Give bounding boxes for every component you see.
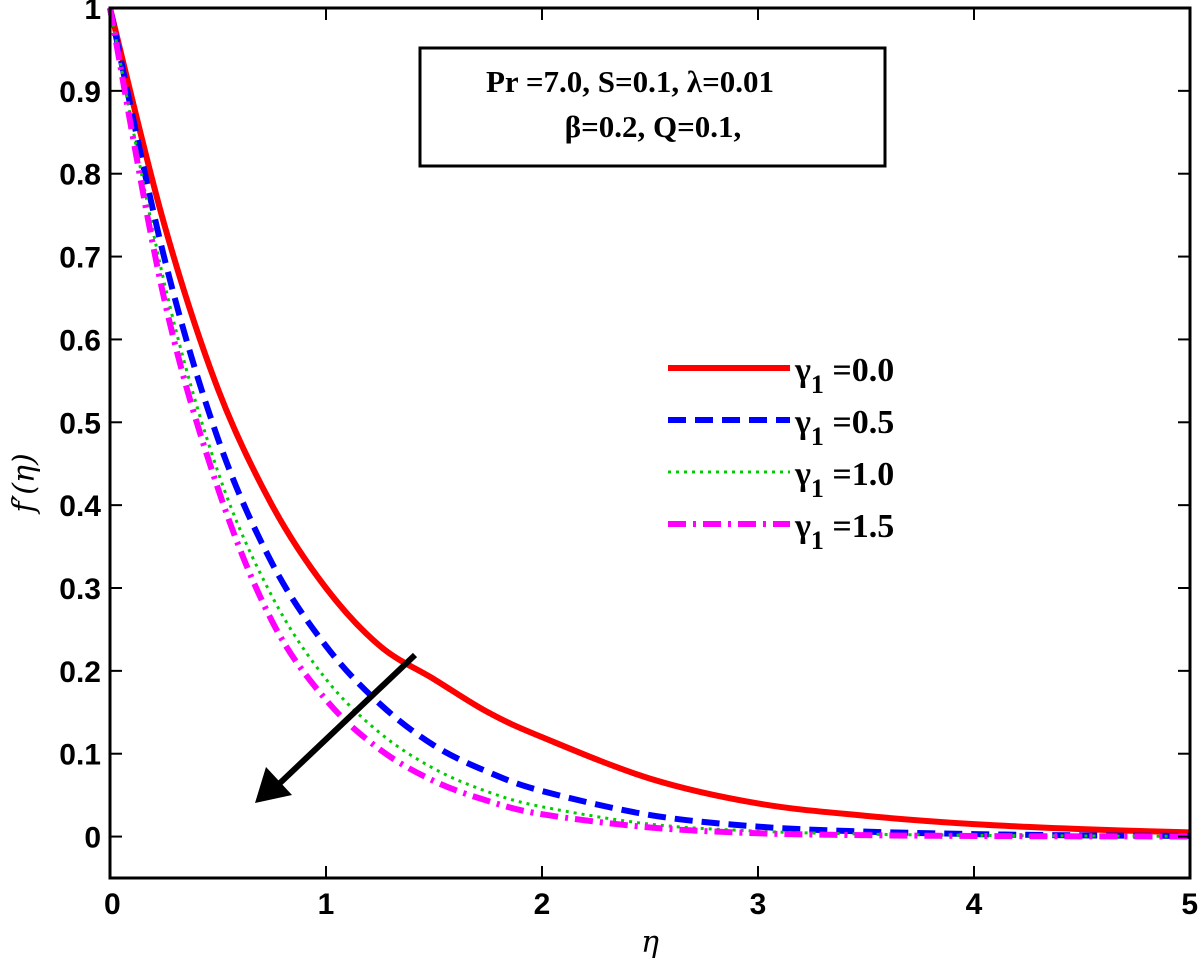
y-tick-label: 0.5 xyxy=(59,407,101,440)
legend-label: γ1 =0.5 xyxy=(794,404,894,451)
annotation-line-2: β=0.2, Q=0.1, xyxy=(565,109,742,144)
x-axis-label: η xyxy=(641,925,659,959)
x-tick-label: 0 xyxy=(104,888,121,921)
series-line xyxy=(107,7,1191,840)
legend-label: γ1 =1.5 xyxy=(794,508,894,555)
x-tick-label: 1 xyxy=(318,888,335,921)
y-tick-label: 0.8 xyxy=(59,159,101,192)
series-line xyxy=(107,7,1191,839)
x-tick-label: 5 xyxy=(1181,888,1198,921)
x-tick-label: 4 xyxy=(966,888,983,921)
y-tick-label: 0.3 xyxy=(59,573,101,606)
y-tick-label: 0.2 xyxy=(59,656,101,689)
x-tick-label: 3 xyxy=(750,888,767,921)
y-tick-label: 0.4 xyxy=(59,490,101,523)
y-tick-label: 1 xyxy=(84,0,101,26)
series-line xyxy=(107,7,1191,836)
y-tick-label: 0.1 xyxy=(59,739,101,772)
y-tick-label: 0.9 xyxy=(59,76,101,109)
y-tick-label: 0.7 xyxy=(59,242,101,275)
trend-arrow-shaft xyxy=(277,652,418,786)
y-axis-label: f′(η) xyxy=(7,453,42,514)
trend-arrow xyxy=(255,652,418,803)
y-tick-label: 0.6 xyxy=(59,324,101,357)
annotation-line-1: Pr =7.0, S=0.1, λ=0.01 xyxy=(486,64,774,99)
y-tick-label: 0 xyxy=(84,822,101,855)
legend-label: γ1 =0.0 xyxy=(794,352,894,399)
annotation-frame xyxy=(418,46,887,168)
trend-arrow-head xyxy=(255,767,292,803)
legend-label: γ1 =1.0 xyxy=(794,456,894,503)
plot-frame xyxy=(108,6,1192,880)
annotation-box: Pr =7.0, S=0.1, λ=0.01 β=0.2, Q=0.1, xyxy=(418,46,887,168)
plot-lines xyxy=(107,7,1191,840)
axis-ticks: 0 1 2 3 4 5 0 0.1 0.2 0.3 0.4 0.5 0.6 0.7 0.8 0.9 1 xyxy=(59,0,1198,921)
x-tick-label: 2 xyxy=(534,888,551,921)
legend: γ1 =0.0 γ1 =0.5 γ1 =1.0 γ1 =1.5 xyxy=(668,352,894,555)
